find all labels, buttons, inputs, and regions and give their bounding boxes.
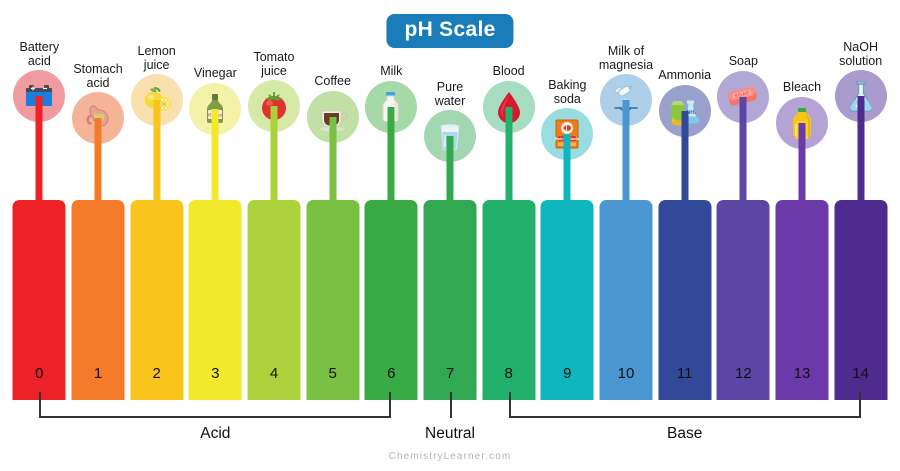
ph-column-label-8: Blood xyxy=(492,64,525,78)
ph-column-label-0: Battery acid xyxy=(19,40,60,68)
ph-column-9[interactable]: Baking soda Baking Soda xyxy=(538,40,597,400)
svg-text:NH₃: NH₃ xyxy=(686,110,696,116)
ph-bar-11[interactable] xyxy=(658,200,712,400)
ph-column-label-14: NaOH solution xyxy=(839,40,883,68)
ph-bar-4[interactable] xyxy=(247,200,301,400)
ph-scale-columns: Battery acid Stomach acid Lemon juice Vi… xyxy=(10,40,890,400)
ph-column-stem-9 xyxy=(563,134,571,205)
ph-column-1[interactable]: Stomach acid xyxy=(69,40,128,400)
ph-axis-number-14: 14 xyxy=(852,365,869,382)
ph-column-label-11: Ammonia xyxy=(658,68,712,82)
region-labels: Acid Neutral Base xyxy=(0,425,900,449)
ph-column-stem-2 xyxy=(153,100,161,205)
ph-column-label-12: Soap xyxy=(728,54,758,68)
ph-column-label-10: Milk of magnesia xyxy=(598,44,654,72)
ph-column-14[interactable]: NaOH solution xyxy=(831,40,890,400)
ph-axis-number-4: 4 xyxy=(269,365,279,382)
ph-column-5[interactable]: Coffee xyxy=(303,40,362,400)
ph-column-8[interactable]: Blood xyxy=(479,40,538,400)
ph-axis-number-5: 5 xyxy=(328,365,337,382)
region-label-base: Base xyxy=(666,425,703,442)
range-brackets xyxy=(0,388,900,428)
watermark: ChemistryLearner.com xyxy=(388,451,512,462)
ph-bar-12[interactable] xyxy=(716,200,770,400)
ph-column-11[interactable]: Ammonia NH₃ xyxy=(655,40,714,400)
ph-bar-5[interactable] xyxy=(306,200,360,400)
region-label-neutral: Neutral xyxy=(425,425,475,442)
ph-bar-13[interactable] xyxy=(775,200,829,400)
bracket-base xyxy=(508,392,861,418)
ph-column-0[interactable]: Battery acid xyxy=(10,40,69,400)
region-label-acid: Acid xyxy=(200,425,231,442)
ph-axis-number-2: 2 xyxy=(152,365,161,382)
ph-column-label-6: Milk xyxy=(380,64,403,78)
ph-column-label-1: Stomach acid xyxy=(73,62,123,90)
ph-axis-number-11: 11 xyxy=(676,365,693,382)
ph-axis-number-13: 13 xyxy=(793,365,811,382)
ph-column-stem-6 xyxy=(387,107,395,205)
bracket-acid xyxy=(39,392,392,418)
page-title: pH Scale xyxy=(386,14,514,49)
ph-column-12[interactable]: Soap SOAP xyxy=(714,40,773,400)
ph-axis-number-9: 9 xyxy=(563,365,572,382)
ph-column-stem-11 xyxy=(681,111,689,205)
ph-column-label-7: Pure water xyxy=(434,80,466,108)
ph-axis-number-1: 1 xyxy=(93,365,103,382)
ph-bar-6[interactable] xyxy=(364,200,418,400)
ph-column-stem-5 xyxy=(329,117,337,205)
ph-bar-0[interactable] xyxy=(12,200,66,400)
ph-bar-14[interactable] xyxy=(834,200,888,400)
ph-column-10[interactable]: Milk of magnesia xyxy=(597,40,656,400)
ph-column-2[interactable]: Lemon juice xyxy=(127,40,186,400)
ph-axis-numbers: 0 1 2 3 4 5 6 7 8 9 10 11 12 13 14 xyxy=(10,366,890,386)
ph-column-3[interactable]: Vinegar Vinegar xyxy=(186,40,245,400)
ph-column-13[interactable]: Bleach xyxy=(773,40,832,400)
ph-axis-number-10: 10 xyxy=(617,365,635,382)
ph-column-label-4: Tomato juice xyxy=(253,50,295,78)
ph-axis-number-12: 12 xyxy=(734,365,752,382)
ph-column-4[interactable]: Tomato juice xyxy=(245,40,304,400)
ph-column-stem-3 xyxy=(211,109,219,205)
ph-column-stem-7 xyxy=(446,136,454,205)
tomato-icon xyxy=(247,80,300,132)
ph-axis-number-8: 8 xyxy=(504,365,513,382)
ph-column-stem-14 xyxy=(857,96,865,205)
ph-bar-3[interactable] xyxy=(188,200,242,400)
ph-column-stem-1 xyxy=(94,118,102,205)
ph-axis-number-6: 6 xyxy=(387,365,396,382)
ph-bar-1[interactable] xyxy=(71,200,125,400)
ph-column-6[interactable]: Milk xyxy=(362,40,421,400)
ph-bar-8[interactable] xyxy=(482,200,536,400)
ph-column-label-9: Baking soda xyxy=(548,78,587,106)
svg-text:SOAP: SOAP xyxy=(734,90,750,99)
ph-column-label-2: Lemon juice xyxy=(137,44,176,72)
ph-axis-number-7: 7 xyxy=(445,365,455,382)
ph-column-label-3: Vinegar xyxy=(193,66,237,80)
ph-bar-10[interactable] xyxy=(599,200,653,400)
ph-column-stem-13 xyxy=(798,123,806,205)
ph-column-label-5: Coffee xyxy=(314,74,351,88)
ph-axis-number-3: 3 xyxy=(211,365,220,382)
ph-column-stem-0 xyxy=(35,96,43,205)
tick-neutral xyxy=(450,392,452,418)
ph-bar-7[interactable] xyxy=(423,200,477,400)
ph-column-7[interactable]: Pure water xyxy=(421,40,480,400)
ph-column-stem-12 xyxy=(739,97,747,205)
ph-column-stem-4 xyxy=(270,106,278,205)
ph-column-label-13: Bleach xyxy=(782,80,822,94)
ph-column-stem-10 xyxy=(622,100,630,205)
ph-bar-9[interactable] xyxy=(540,200,594,400)
ph-bar-2[interactable] xyxy=(130,200,184,400)
ph-axis-number-0: 0 xyxy=(35,365,44,382)
ph-column-stem-8 xyxy=(505,107,513,205)
